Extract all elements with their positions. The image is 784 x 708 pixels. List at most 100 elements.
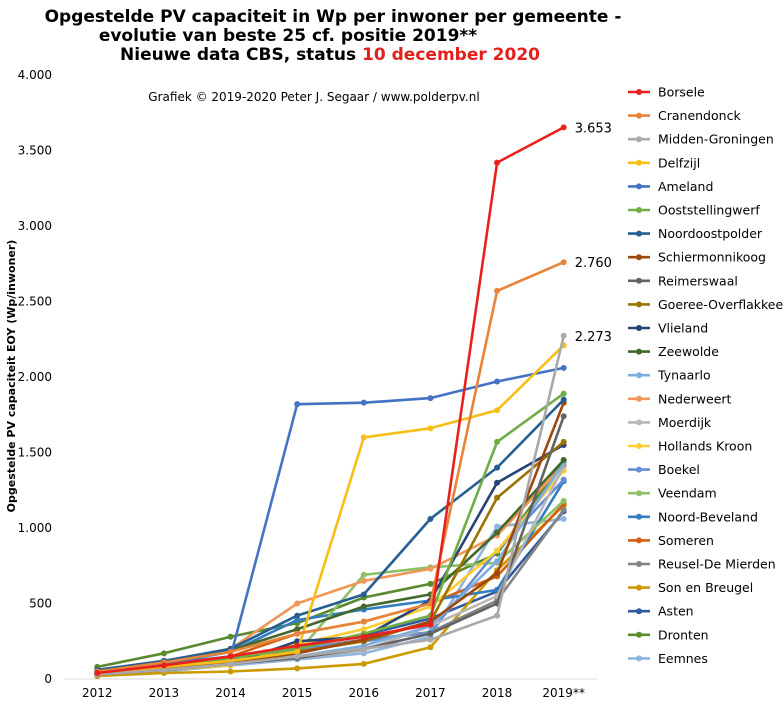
y-tick-label: 2.500 bbox=[18, 295, 52, 309]
legend-label: Asten bbox=[658, 604, 694, 619]
chart-title-status-prefix: Nieuwe data CBS, status bbox=[120, 45, 362, 65]
data-point bbox=[560, 497, 567, 504]
legend-marker bbox=[636, 159, 642, 166]
series-line bbox=[97, 499, 565, 676]
data-point bbox=[427, 630, 434, 637]
data-point bbox=[294, 653, 301, 660]
legend-label: Delfzijl bbox=[658, 155, 700, 170]
legend-marker bbox=[636, 395, 642, 402]
data-point bbox=[227, 668, 234, 675]
x-tick-label: 2016 bbox=[349, 686, 380, 700]
legend-entry: Nederweert bbox=[628, 391, 732, 406]
legend-label: Nederweert bbox=[658, 391, 732, 406]
series-delfzijl bbox=[94, 342, 567, 676]
data-point bbox=[294, 600, 301, 607]
legend-marker bbox=[636, 230, 642, 237]
legend-marker bbox=[636, 443, 642, 449]
legend-entry: Schiermonnikoog bbox=[628, 250, 766, 265]
legend-marker bbox=[636, 301, 642, 308]
legend-marker bbox=[636, 466, 642, 473]
data-point bbox=[160, 650, 167, 657]
data-label: 2.760 bbox=[575, 256, 612, 271]
legend-label: Someren bbox=[658, 533, 714, 548]
legend-label: Ooststellingwerf bbox=[658, 203, 760, 218]
data-point bbox=[494, 407, 501, 414]
legend-label: Noordoostpolder bbox=[658, 226, 763, 241]
x-tick-label: 2014 bbox=[215, 686, 246, 700]
legend-label: Eemnes bbox=[658, 651, 708, 666]
legend-marker bbox=[636, 631, 642, 638]
data-point bbox=[360, 626, 367, 633]
data-point bbox=[494, 529, 501, 536]
data-point bbox=[494, 378, 501, 385]
data-point bbox=[360, 618, 367, 625]
chart-title-line-1: Opgestelde PV capaciteit in Wp per inwon… bbox=[45, 7, 622, 27]
legend-marker bbox=[636, 348, 642, 355]
legend-label: Goeree-Overflakkee bbox=[658, 297, 783, 312]
legend-entry: Noord-Beveland bbox=[628, 509, 758, 524]
series-layer bbox=[94, 124, 567, 679]
data-point bbox=[360, 399, 367, 406]
data-point bbox=[494, 612, 501, 619]
legend-marker bbox=[636, 112, 642, 119]
legend-entry: Zeewolde bbox=[628, 344, 719, 359]
data-point bbox=[494, 558, 501, 565]
x-tick-label: 2015 bbox=[282, 686, 313, 700]
data-point bbox=[294, 630, 301, 637]
series-line bbox=[97, 504, 565, 678]
legend-entry: Hollands Kroon bbox=[628, 439, 752, 454]
legend-marker bbox=[636, 372, 642, 379]
y-tick-label: 4.000 bbox=[18, 68, 52, 82]
legend-marker bbox=[636, 419, 642, 426]
data-point bbox=[494, 287, 501, 294]
data-point bbox=[560, 438, 567, 445]
legend-entry: Noordoostpolder bbox=[628, 226, 763, 241]
x-tick-label: 2018 bbox=[482, 686, 513, 700]
data-point bbox=[560, 413, 567, 420]
legend-entry: Borsele bbox=[628, 85, 705, 100]
legend-marker bbox=[636, 207, 642, 213]
data-point bbox=[227, 653, 234, 660]
legend-entry: Vlieland bbox=[628, 321, 708, 336]
legend-label: Cranendonck bbox=[658, 108, 741, 123]
series-line bbox=[97, 335, 565, 676]
chart-title-line-2: evolutie van beste 25 cf. positie 2019** bbox=[99, 26, 477, 46]
legend-entry: Delfzijl bbox=[628, 155, 700, 170]
legend-entry: Son en Breugel bbox=[628, 580, 753, 595]
data-point bbox=[227, 633, 234, 640]
legend-label: Reusel-De Mierden bbox=[658, 557, 776, 572]
data-point bbox=[427, 636, 434, 643]
legend-label: Veendam bbox=[658, 486, 717, 501]
series-line bbox=[97, 344, 565, 675]
data-point bbox=[494, 570, 501, 577]
legend-label: Schiermonnikoog bbox=[658, 250, 766, 265]
data-point bbox=[360, 633, 367, 640]
data-point bbox=[427, 644, 434, 651]
legend-marker bbox=[636, 561, 642, 567]
legend-label: Borsele bbox=[658, 85, 705, 100]
y-tick-label: 1.000 bbox=[18, 521, 52, 535]
data-point bbox=[360, 660, 367, 667]
series-line bbox=[97, 261, 565, 673]
legend-marker bbox=[636, 537, 642, 544]
data-point bbox=[227, 648, 234, 655]
chart-credit: Grafiek © 2019-2020 Peter J. Segaar / ww… bbox=[148, 90, 479, 104]
legend-label: Zeewolde bbox=[658, 344, 719, 359]
x-tick-label: 2013 bbox=[149, 686, 180, 700]
data-point bbox=[427, 580, 434, 587]
legend-entry: Reimerswaal bbox=[628, 273, 738, 288]
series-midden-groningen bbox=[94, 332, 567, 678]
series-borsele bbox=[94, 124, 567, 676]
data-point bbox=[360, 603, 367, 610]
data-point bbox=[494, 547, 501, 554]
series-noordoostpolder bbox=[94, 396, 567, 673]
data-point bbox=[560, 332, 567, 339]
legend-entry: Goeree-Overflakkee bbox=[628, 297, 783, 312]
data-point bbox=[227, 660, 234, 667]
legend-label: Noord-Beveland bbox=[658, 509, 758, 524]
data-point bbox=[427, 515, 434, 522]
data-point bbox=[494, 479, 501, 486]
x-tick-label: 2017 bbox=[415, 686, 446, 700]
data-label: 3.653 bbox=[575, 121, 612, 136]
